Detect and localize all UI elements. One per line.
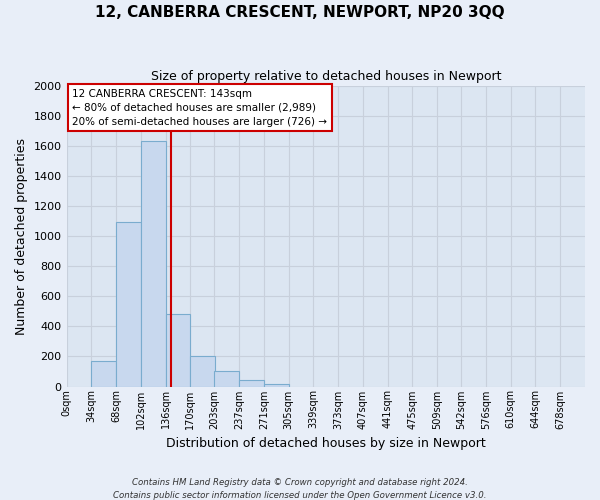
- Bar: [91, 361, 116, 386]
- Bar: [190, 356, 215, 386]
- Text: 12, CANBERRA CRESCENT, NEWPORT, NP20 3QQ: 12, CANBERRA CRESCENT, NEWPORT, NP20 3QQ: [95, 5, 505, 20]
- Bar: [214, 372, 239, 386]
- Text: 12 CANBERRA CRESCENT: 143sqm
← 80% of detached houses are smaller (2,989)
20% of: 12 CANBERRA CRESCENT: 143sqm ← 80% of de…: [73, 88, 328, 126]
- X-axis label: Distribution of detached houses by size in Newport: Distribution of detached houses by size …: [166, 437, 485, 450]
- Bar: [264, 384, 289, 386]
- Bar: [116, 222, 141, 386]
- Bar: [166, 314, 190, 386]
- Y-axis label: Number of detached properties: Number of detached properties: [15, 138, 28, 334]
- Title: Size of property relative to detached houses in Newport: Size of property relative to detached ho…: [151, 70, 501, 83]
- Text: Contains HM Land Registry data © Crown copyright and database right 2024.
Contai: Contains HM Land Registry data © Crown c…: [113, 478, 487, 500]
- Bar: [239, 380, 264, 386]
- Bar: [141, 141, 166, 386]
